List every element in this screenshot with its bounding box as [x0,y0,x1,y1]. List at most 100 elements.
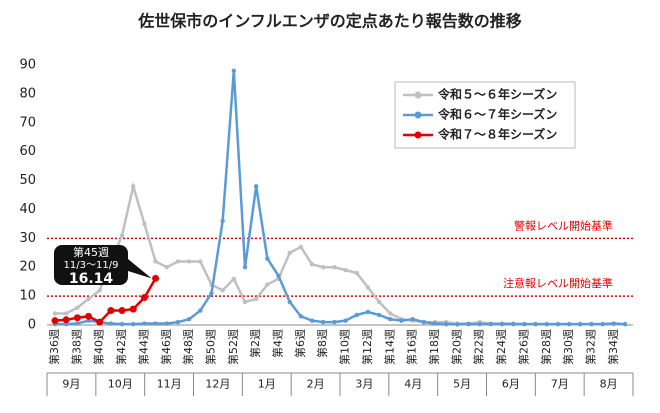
x-tick-label: 第50週 [203,329,217,365]
y-tick-label: 20 [19,260,36,275]
data-point [321,319,326,325]
data-point [410,317,415,322]
chart-title: 佐世保市のインフルエンザの定点あたり報告数の推移 [137,12,522,31]
month-label: 9月 [62,378,80,391]
data-point [75,305,80,310]
x-tick-label: 第22週 [472,329,486,365]
legend-marker [414,131,422,139]
data-point [75,321,80,326]
data-point [287,250,292,255]
data-point [388,317,393,322]
data-point [231,68,237,73]
data-point [399,318,404,323]
data-point [533,321,538,327]
data-point [140,294,148,302]
x-tick-label: 第20週 [449,329,463,365]
x-tick-label: 第24週 [494,329,508,365]
data-point [164,321,169,326]
data-point [220,288,225,293]
x-tick-label: 第12週 [360,329,374,365]
month-label: 1月 [258,378,276,391]
data-point [499,321,505,327]
month-label: 6月 [502,378,520,391]
reference-label: 注意報レベル開始基準 [503,276,613,290]
month-label: 8月 [600,378,618,391]
x-tick-label: 第28週 [539,329,553,365]
data-point [611,321,617,326]
data-point [511,321,516,327]
data-point [566,321,572,327]
data-point [343,267,348,273]
y-tick-label: 40 [19,202,36,217]
x-tick-label: 第18週 [427,329,441,365]
data-point [265,256,270,261]
data-point [376,312,382,318]
x-tick-label: 第10週 [338,329,352,365]
data-point [265,282,270,287]
x-tick-label: 第8週 [315,329,329,358]
month-label: 3月 [355,378,373,391]
y-tick-label: 10 [19,289,36,304]
data-point [455,322,460,327]
annotation-box [54,245,152,285]
data-point [153,259,158,264]
series-line [55,181,625,326]
data-point [142,221,147,227]
data-point [544,321,549,327]
data-point [119,233,125,238]
data-point [388,311,393,316]
month-label: 2月 [307,378,325,391]
data-point [131,321,136,327]
x-tick-label: 第40週 [92,329,106,365]
data-point [164,265,169,270]
y-tick-label: 0 [28,318,36,333]
data-point [129,305,137,313]
reference-label: 警報レベル開始基準 [514,218,613,232]
data-point [298,244,304,250]
data-point [231,276,237,281]
y-tick-label: 80 [19,86,36,101]
series-line [54,277,157,324]
data-point [51,317,59,325]
legend-label: 令和５～６年シーズン [437,87,557,102]
x-tick-label: 第34週 [606,329,620,365]
data-point [488,321,494,327]
data-point [175,259,181,264]
month-label: 10月 [108,378,133,391]
data-point [97,288,102,293]
annotation-value: 16.14 [69,271,114,287]
legend-label: 令和７～８年シーズン [437,127,557,142]
data-point [220,218,225,224]
y-tick-label: 30 [19,231,36,246]
data-point [343,318,348,323]
data-point [242,265,248,270]
x-tick-label: 第26週 [516,329,530,365]
data-point [600,321,605,327]
y-tick-label: 50 [19,173,36,188]
data-point [309,262,315,267]
x-tick-label: 第2週 [248,329,262,358]
data-point [73,314,81,322]
month-label: 11月 [157,378,182,391]
x-tick-label: 第14週 [382,329,396,365]
month-label: 5月 [453,378,471,391]
series-line [55,70,626,326]
data-point [131,184,136,189]
data-point [432,321,438,326]
data-point [309,318,315,323]
data-point [365,285,371,290]
x-tick-label: 第38週 [69,329,83,365]
data-point [332,265,337,270]
data-point [253,184,259,189]
legend-marker [414,91,422,99]
data-point [376,299,382,305]
annotation-week: 第45週 [73,245,109,259]
data-point [209,291,214,296]
data-point [186,317,192,322]
y-tick-label: 70 [19,115,36,130]
x-tick-label: 第52週 [226,329,240,365]
x-tick-label: 第16週 [405,329,419,365]
data-point [555,321,561,327]
data-point [354,312,359,318]
